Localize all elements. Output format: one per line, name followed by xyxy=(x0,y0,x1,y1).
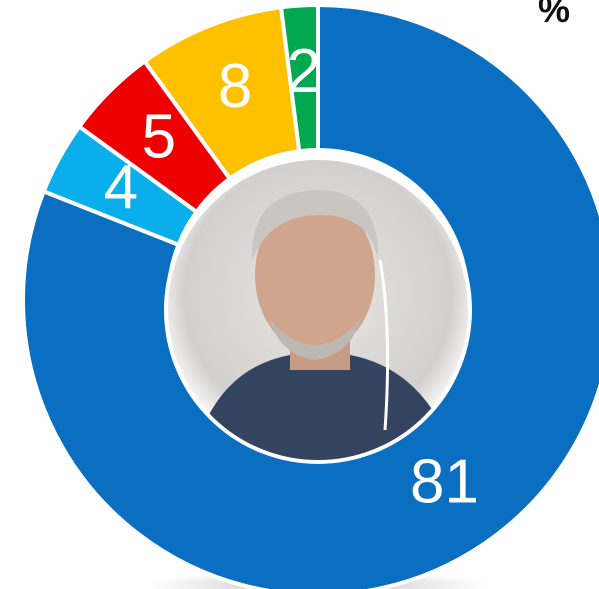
labels: 81 458 2 xyxy=(104,37,479,517)
donut xyxy=(21,2,599,589)
photo-ring xyxy=(164,156,472,464)
value-label: 5 xyxy=(142,102,176,171)
unit-label: % xyxy=(538,0,570,30)
value-label: 8 xyxy=(218,52,252,121)
value-label: 4 xyxy=(104,153,138,222)
center-photo xyxy=(166,158,470,462)
value-label: 2 xyxy=(287,37,321,106)
slice xyxy=(278,2,320,154)
value-label: 81 xyxy=(410,447,479,516)
